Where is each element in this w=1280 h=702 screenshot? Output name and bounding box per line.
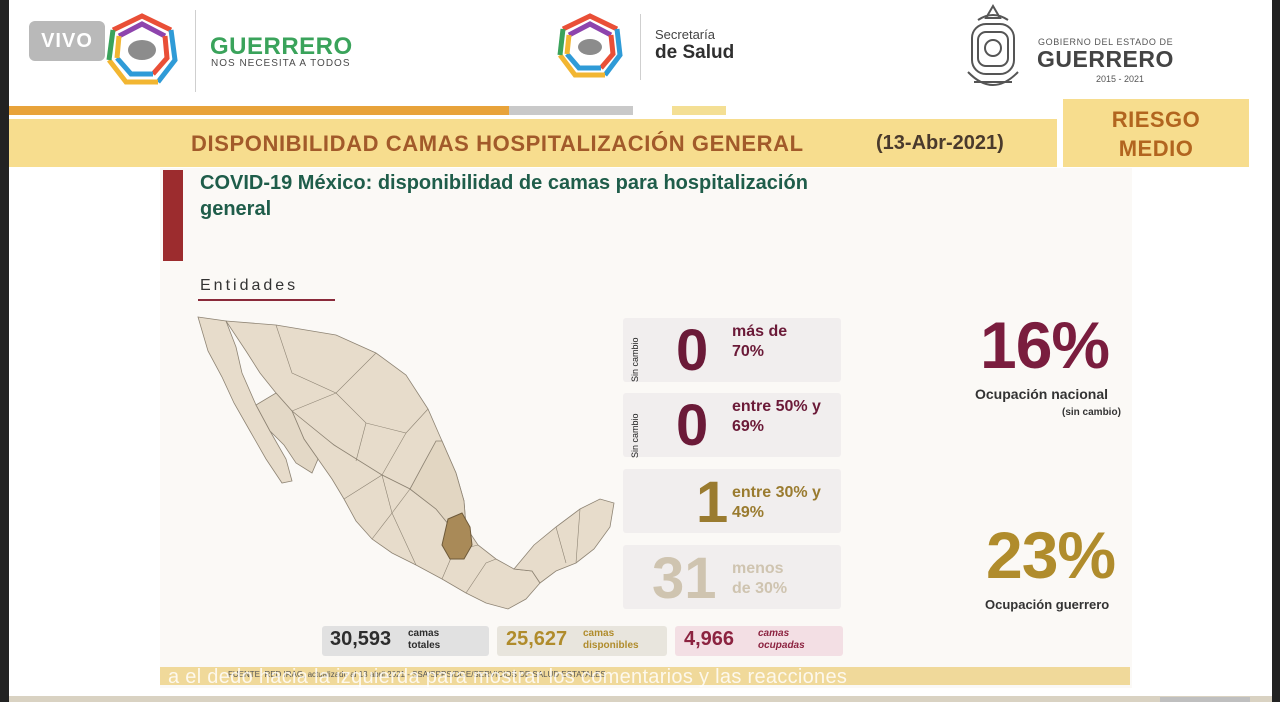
range-count: 0 [676, 393, 709, 458]
map-highlighted-state [441, 512, 473, 560]
occupied-beds-label: camas ocupadas [758, 628, 805, 651]
guerrero-occupancy-label: Ocupación guerrero [985, 597, 1110, 612]
header-separator [195, 10, 196, 92]
card-title: COVID-19 México: disponibilidad de camas… [200, 172, 808, 220]
gobierno-line-1: GOBIERNO DEL ESTADO DE [1038, 37, 1174, 47]
total-beds-value: 30,593 [330, 628, 392, 650]
range-row [623, 469, 841, 533]
range-label: más de 70% [732, 323, 788, 360]
right-edge [1272, 0, 1280, 702]
range-label: entre 50% y 69% [732, 398, 821, 435]
source-band [160, 667, 1130, 685]
range-status: Sin cambio [630, 337, 640, 382]
range-label: menos de 30% [732, 560, 788, 597]
total-beds-pill [322, 626, 489, 656]
map-region-yucatan [513, 498, 615, 584]
range-row [623, 318, 841, 382]
risk-line-2: MEDIO [1118, 136, 1194, 161]
header-bar-gray [509, 106, 633, 115]
header-separator [640, 14, 641, 80]
map-region-gulf [409, 440, 467, 532]
map-region-north-west [255, 392, 319, 474]
source-note: FUENTE: RED IRAG, actualizado al 13 abri… [228, 670, 606, 679]
page-title: DISPONIBILIDAD CAMAS HOSPITALIZACIÓN GEN… [191, 131, 804, 156]
guerrero-brand-title: GUERRERO [210, 33, 353, 60]
guerrero-occupancy-pct: 23% [986, 518, 1116, 592]
occupied-beds-pill [675, 626, 843, 656]
risk-level-badge: RIESGO MEDIO [1063, 99, 1249, 167]
available-beds-pill [497, 626, 667, 656]
guerrero-logo-icon [106, 13, 178, 85]
salud-line-1: Secretaría [655, 27, 715, 42]
gobierno-line-2: GUERRERO [1037, 46, 1174, 72]
card-accent-bar [163, 170, 183, 261]
header-bar-yellow [672, 106, 726, 115]
mexico-map [197, 316, 615, 610]
left-edge [0, 0, 9, 702]
guerrero-brand-subtitle: NOS NECESITA A TODOS [211, 58, 351, 69]
range-row [623, 545, 841, 609]
bottom-control[interactable] [1160, 697, 1250, 702]
available-beds-label: camas disponibles [583, 628, 639, 651]
map-region-baja [197, 316, 293, 484]
bottom-strip [9, 696, 1272, 702]
national-occupancy-label: Ocupación nacional [975, 386, 1109, 402]
salud-line-2: de Salud [655, 42, 735, 63]
gobierno-years: 2015 - 2021 [1096, 74, 1145, 84]
state-crest-icon [967, 4, 1019, 86]
range-count: 1 [696, 470, 729, 535]
range-status: Sin cambio [630, 413, 640, 458]
national-occupancy-note: (sin cambio) [1062, 407, 1121, 418]
title-band [9, 119, 1057, 167]
total-beds-label: camas totales [408, 628, 441, 651]
salud-logo-icon [557, 13, 623, 78]
range-row [623, 393, 841, 457]
live-badge: VIVO [29, 21, 105, 61]
entities-underline [198, 299, 335, 301]
header-bar-orange [9, 106, 509, 115]
swipe-hint-overlay: a el dedo hacia la izquierda para mostra… [168, 666, 848, 688]
entities-label: Entidades [200, 277, 299, 294]
occupied-beds-value: 4,966 [684, 628, 735, 650]
range-label: entre 30% y 49% [732, 484, 821, 521]
national-occupancy-pct: 16% [980, 308, 1110, 382]
range-count: 0 [676, 318, 709, 383]
available-beds-value: 25,627 [506, 628, 568, 650]
page-date: (13-Abr-2021) [876, 132, 1004, 154]
range-count: 31 [652, 546, 717, 611]
risk-line-1: RIESGO [1111, 107, 1201, 132]
